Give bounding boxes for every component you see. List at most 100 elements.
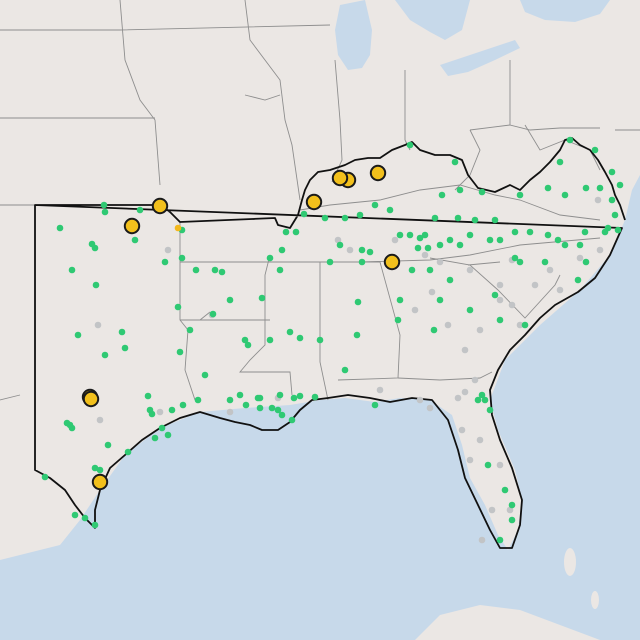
green-site-marker[interactable] — [282, 228, 290, 236]
green-site-marker[interactable] — [278, 411, 286, 419]
large-site-marker[interactable] — [91, 473, 109, 491]
green-site-marker[interactable] — [268, 404, 276, 412]
gray-site-marker[interactable] — [461, 388, 469, 396]
green-site-marker[interactable] — [556, 158, 564, 166]
green-site-marker[interactable] — [421, 231, 429, 239]
green-site-marker[interactable] — [406, 141, 414, 149]
green-site-marker[interactable] — [544, 184, 552, 192]
green-site-marker[interactable] — [356, 211, 364, 219]
gray-site-marker[interactable] — [596, 246, 604, 254]
green-site-marker[interactable] — [148, 410, 156, 418]
green-site-marker[interactable] — [276, 266, 284, 274]
green-site-marker[interactable] — [574, 276, 582, 284]
gray-site-marker[interactable] — [391, 236, 399, 244]
green-site-marker[interactable] — [226, 296, 234, 304]
gray-site-marker[interactable] — [496, 461, 504, 469]
green-site-marker[interactable] — [501, 486, 509, 494]
green-site-marker[interactable] — [581, 228, 589, 236]
green-site-marker[interactable] — [68, 266, 76, 274]
gray-site-marker[interactable] — [546, 266, 554, 274]
green-site-marker[interactable] — [576, 241, 584, 249]
green-site-marker[interactable] — [192, 266, 200, 274]
green-site-marker[interactable] — [481, 396, 489, 404]
green-site-marker[interactable] — [616, 181, 624, 189]
green-site-marker[interactable] — [341, 366, 349, 374]
large-site-marker[interactable] — [369, 164, 387, 182]
green-site-marker[interactable] — [266, 254, 274, 262]
green-site-marker[interactable] — [241, 336, 249, 344]
green-site-marker[interactable] — [430, 326, 438, 334]
gray-site-marker[interactable] — [96, 416, 104, 424]
green-site-marker[interactable] — [288, 416, 296, 424]
green-site-marker[interactable] — [256, 394, 264, 402]
green-site-marker[interactable] — [478, 391, 486, 399]
large-site-marker[interactable] — [82, 390, 100, 408]
green-site-marker[interactable] — [566, 136, 574, 144]
green-site-marker[interactable] — [354, 298, 362, 306]
green-site-marker[interactable] — [426, 266, 434, 274]
green-site-marker[interactable] — [451, 158, 459, 166]
green-site-marker[interactable] — [406, 231, 414, 239]
large-site-marker[interactable] — [123, 217, 141, 235]
green-site-marker[interactable] — [544, 231, 552, 239]
green-site-marker[interactable] — [371, 201, 379, 209]
gray-site-marker[interactable] — [426, 404, 434, 412]
gray-site-marker[interactable] — [506, 506, 514, 514]
green-site-marker[interactable] — [416, 234, 424, 242]
green-site-marker[interactable] — [608, 168, 616, 176]
green-site-marker[interactable] — [336, 241, 344, 249]
green-site-marker[interactable] — [296, 392, 304, 400]
green-site-marker[interactable] — [474, 396, 482, 404]
green-site-marker[interactable] — [408, 266, 416, 274]
green-site-marker[interactable] — [516, 191, 524, 199]
green-site-marker[interactable] — [91, 521, 99, 529]
green-site-marker[interactable] — [151, 434, 159, 442]
green-site-marker[interactable] — [258, 294, 266, 302]
green-site-marker[interactable] — [174, 303, 182, 311]
green-site-marker[interactable] — [296, 334, 304, 342]
green-site-marker[interactable] — [194, 396, 202, 404]
gray-site-marker[interactable] — [476, 326, 484, 334]
green-site-marker[interactable] — [446, 276, 454, 284]
green-site-marker[interactable] — [516, 258, 524, 266]
gray-site-marker[interactable] — [461, 346, 469, 354]
green-site-marker[interactable] — [276, 391, 284, 399]
green-site-marker[interactable] — [91, 464, 99, 472]
green-site-marker[interactable] — [454, 214, 462, 222]
gray-site-marker[interactable] — [508, 301, 516, 309]
green-site-marker[interactable] — [101, 208, 109, 216]
green-site-marker[interactable] — [66, 421, 74, 429]
gray-site-marker[interactable] — [531, 281, 539, 289]
gray-site-marker[interactable] — [496, 281, 504, 289]
gray-site-marker[interactable] — [466, 456, 474, 464]
gray-site-marker[interactable] — [334, 236, 342, 244]
gray-site-marker[interactable] — [488, 506, 496, 514]
green-site-marker[interactable] — [161, 258, 169, 266]
gray-site-marker[interactable] — [458, 426, 466, 434]
green-site-marker[interactable] — [321, 214, 329, 222]
green-site-marker[interactable] — [236, 391, 244, 399]
green-site-marker[interactable] — [286, 328, 294, 336]
gray-site-marker[interactable] — [594, 196, 602, 204]
green-site-marker[interactable] — [158, 424, 166, 432]
green-site-marker[interactable] — [604, 224, 612, 232]
gray-site-marker[interactable] — [436, 258, 444, 266]
green-site-marker[interactable] — [396, 231, 404, 239]
gray-site-marker[interactable] — [428, 288, 436, 296]
green-site-marker[interactable] — [274, 406, 282, 414]
green-site-marker[interactable] — [496, 236, 504, 244]
gray-site-marker[interactable] — [376, 386, 384, 394]
green-site-marker[interactable] — [278, 246, 286, 254]
green-site-marker[interactable] — [71, 511, 79, 519]
green-site-marker[interactable] — [209, 310, 217, 318]
green-site-marker[interactable] — [394, 316, 402, 324]
green-site-marker[interactable] — [561, 241, 569, 249]
orange-site-marker[interactable] — [174, 224, 182, 232]
green-site-marker[interactable] — [179, 401, 187, 409]
green-site-marker[interactable] — [484, 461, 492, 469]
gray-site-marker[interactable] — [226, 408, 234, 416]
green-site-marker[interactable] — [201, 371, 209, 379]
green-site-marker[interactable] — [358, 258, 366, 266]
green-site-marker[interactable] — [96, 466, 104, 474]
green-site-marker[interactable] — [300, 210, 308, 218]
